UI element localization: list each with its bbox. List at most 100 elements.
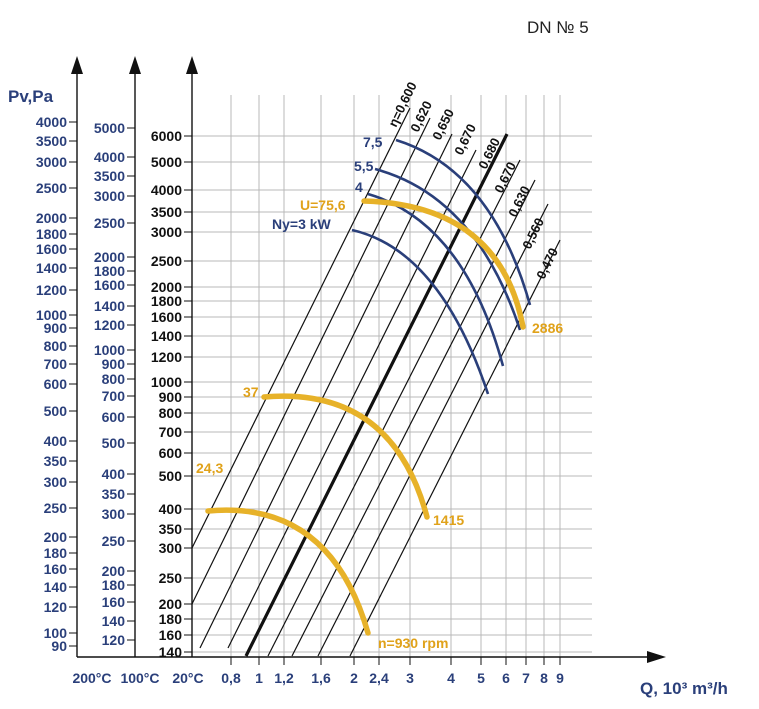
y-100c-label: 1000 bbox=[94, 342, 125, 358]
y-100c-label: 500 bbox=[102, 435, 126, 451]
y-20c-label: 400 bbox=[159, 501, 183, 517]
x-temp-label: 20°C bbox=[172, 670, 203, 686]
y-100c-label: 1200 bbox=[94, 317, 125, 333]
y-100c-label: 120 bbox=[102, 632, 126, 648]
y-200c-label: 700 bbox=[44, 356, 68, 372]
y-20c-label: 200 bbox=[159, 596, 183, 612]
y-200c-label: 1200 bbox=[36, 282, 67, 298]
x-tick-label: 1,6 bbox=[311, 670, 331, 686]
chart-title: DN № 5 bbox=[527, 18, 589, 37]
y-20c-label: 140 bbox=[159, 644, 183, 660]
speed-curve bbox=[205, 507, 371, 636]
y-20c-label: 1600 bbox=[151, 309, 182, 325]
efficiency-line bbox=[244, 133, 509, 657]
speed-curve-start-label: 24,3 bbox=[196, 460, 223, 476]
x-tick-label: 9 bbox=[556, 670, 564, 686]
y-200c-label: 4000 bbox=[36, 114, 67, 130]
x-tick-label: 0,8 bbox=[221, 670, 241, 686]
y-100c-label: 300 bbox=[102, 506, 126, 522]
speed-curve-start-label: 37 bbox=[243, 384, 259, 400]
speed-curves bbox=[205, 198, 526, 636]
x-tick-label: 1 bbox=[255, 670, 263, 686]
x-tick-label: 2 bbox=[350, 670, 358, 686]
speed-curve bbox=[361, 198, 526, 330]
y-axis-title: Pv,Pa bbox=[8, 87, 54, 106]
y-100c-label: 700 bbox=[102, 388, 126, 404]
x-tick-label: 5 bbox=[477, 670, 485, 686]
y-100c-label: 1400 bbox=[94, 298, 125, 314]
y-20c-label: 6000 bbox=[151, 128, 182, 144]
efficiency-label: 0,620 bbox=[407, 98, 435, 134]
y-200c-label: 160 bbox=[44, 561, 68, 577]
y-100c-label: 1800 bbox=[94, 263, 125, 279]
y-200c-label: 120 bbox=[44, 599, 68, 615]
y-20c-label: 2000 bbox=[151, 279, 182, 295]
power-curve bbox=[374, 167, 522, 331]
y-100c-label: 5000 bbox=[94, 120, 125, 136]
y-200c-label: 800 bbox=[44, 338, 68, 354]
y-200c-label: 1000 bbox=[36, 307, 67, 323]
y-200c-label: 90 bbox=[51, 638, 67, 654]
y-20c-label: 180 bbox=[159, 611, 183, 627]
chart-axes bbox=[71, 56, 666, 663]
y-20c-label: 500 bbox=[159, 468, 183, 484]
y-200c-label: 2000 bbox=[36, 210, 67, 226]
x-tick-label: 8 bbox=[540, 670, 548, 686]
y-100c-label: 3500 bbox=[94, 168, 125, 184]
y-20c-label: 1200 bbox=[151, 349, 182, 365]
y-100c-label: 140 bbox=[102, 613, 126, 629]
y-200c-label: 1400 bbox=[36, 260, 67, 276]
x-temp-label: 200°C bbox=[72, 670, 111, 686]
y-20c-label: 4000 bbox=[151, 182, 182, 198]
x-axis-title: Q, 10³ m³/h bbox=[640, 679, 728, 698]
y-200c-label: 140 bbox=[44, 579, 68, 595]
y-100c-label: 160 bbox=[102, 594, 126, 610]
power-curve-label: Ny=3 kW bbox=[272, 216, 332, 232]
y-200c-label: 1600 bbox=[36, 241, 67, 257]
power-curve bbox=[351, 228, 490, 395]
efficiency-label: 0,560 bbox=[519, 215, 547, 251]
y-20c-label: 700 bbox=[159, 424, 183, 440]
efficiency-line bbox=[267, 159, 521, 657]
y-100c-label: 2000 bbox=[94, 249, 125, 265]
y-200c-label: 2500 bbox=[36, 180, 67, 196]
chart-labels: η=0,6000,6200,6500,6700,6800,6700,6300,5… bbox=[196, 80, 563, 651]
y-100c-label: 2500 bbox=[94, 215, 125, 231]
y-100c-label: 400 bbox=[102, 466, 126, 482]
y-tick-labels: 4000350030002500200018001600140012001000… bbox=[36, 114, 192, 660]
x-tick-label: 6 bbox=[502, 670, 510, 686]
x-tick-label: 4 bbox=[447, 670, 455, 686]
speed-curve-label: n=930 rpm bbox=[378, 635, 448, 651]
y-axis-arrow bbox=[186, 56, 198, 74]
y-200c-label: 3500 bbox=[36, 133, 67, 149]
y-100c-label: 900 bbox=[102, 356, 126, 372]
y-20c-label: 800 bbox=[159, 405, 183, 421]
y-20c-label: 900 bbox=[159, 389, 183, 405]
x-tick-label: 2,4 bbox=[369, 670, 389, 686]
speed-curve-label: 1415 bbox=[433, 512, 464, 528]
y-20c-label: 300 bbox=[159, 540, 183, 556]
y-100c-label: 180 bbox=[102, 577, 126, 593]
y-200c-label: 900 bbox=[44, 320, 68, 336]
power-curve bbox=[395, 138, 532, 306]
efficiency-line bbox=[192, 117, 431, 605]
y-100c-label: 350 bbox=[102, 486, 126, 502]
y-200c-label: 350 bbox=[44, 453, 68, 469]
y-200c-label: 3000 bbox=[36, 154, 67, 170]
y-20c-label: 1400 bbox=[151, 328, 182, 344]
y-100c-label: 250 bbox=[102, 533, 126, 549]
y-100c-label: 3000 bbox=[94, 188, 125, 204]
x-tick-label: 1,2 bbox=[274, 670, 294, 686]
y-20c-label: 1000 bbox=[151, 374, 182, 390]
y-200c-label: 300 bbox=[44, 474, 68, 490]
x-temp-label: 100°C bbox=[120, 670, 159, 686]
efficiency-label: 0,650 bbox=[429, 106, 457, 142]
y-20c-label: 160 bbox=[159, 627, 183, 643]
y-100c-label: 4000 bbox=[94, 149, 125, 165]
y-20c-label: 3500 bbox=[151, 204, 182, 220]
y-20c-label: 250 bbox=[159, 570, 183, 586]
x-tick-label: 3 bbox=[406, 670, 414, 686]
power-curve-label: 5,5 bbox=[354, 158, 374, 174]
y-20c-label: 5000 bbox=[151, 154, 182, 170]
